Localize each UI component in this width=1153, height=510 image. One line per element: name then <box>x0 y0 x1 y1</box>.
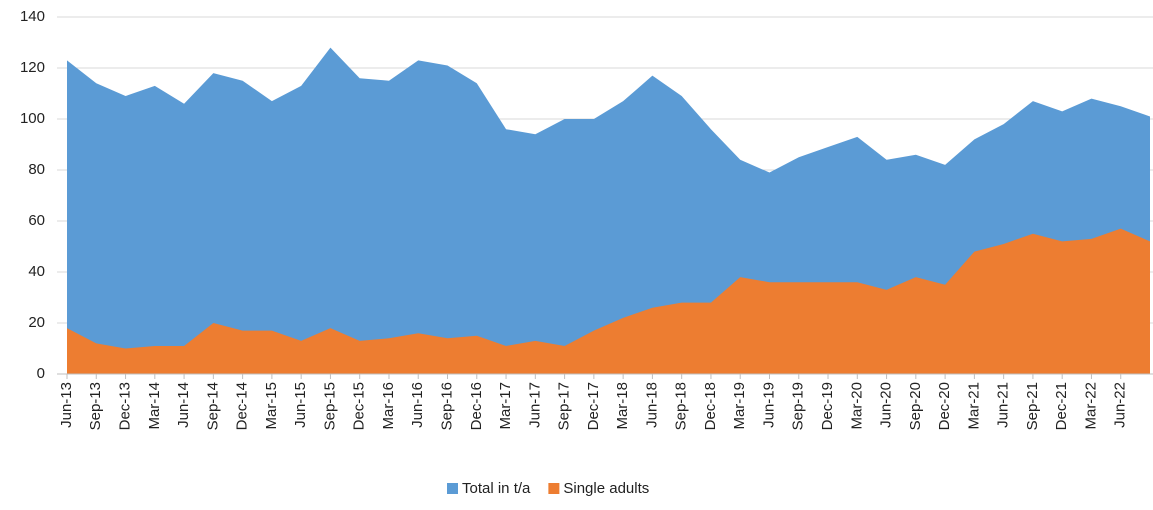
x-tick-label: Jun-21 <box>995 382 1012 428</box>
x-tick-label: Mar-21 <box>965 382 982 430</box>
x-tick-label: Jun-16 <box>409 382 426 428</box>
x-tick-label: Sep-20 <box>907 382 924 430</box>
x-tick-label: Mar-17 <box>497 382 514 430</box>
x-tick-label: Mar-16 <box>380 382 397 430</box>
x-tick-label: Dec-16 <box>468 382 485 430</box>
y-tick-label: 100 <box>20 110 45 127</box>
legend-swatch <box>447 483 458 494</box>
x-tick-label: Sep-19 <box>790 382 807 430</box>
x-tick-label: Mar-18 <box>614 382 631 430</box>
x-tick-label: Dec-13 <box>117 382 134 430</box>
x-tick-label: Mar-15 <box>263 382 280 430</box>
x-tick-label: Jun-22 <box>1112 382 1129 428</box>
y-tick-label: 60 <box>28 212 45 229</box>
y-tick-label: 120 <box>20 59 45 76</box>
x-tick-label: Sep-14 <box>204 382 221 430</box>
x-tick-label: Dec-21 <box>1053 382 1070 430</box>
x-tick-label: Sep-21 <box>1024 382 1041 430</box>
x-tick-label: Jun-15 <box>292 382 309 428</box>
x-tick-label: Dec-18 <box>702 382 719 430</box>
legend-label: Single adults <box>563 480 649 497</box>
x-tick-label: Dec-17 <box>585 382 602 430</box>
x-tick-label: Jun-17 <box>526 382 543 428</box>
x-tick-label: Sep-18 <box>673 382 690 430</box>
x-tick-label: Jun-20 <box>878 382 895 428</box>
y-tick-label: 140 <box>20 8 45 25</box>
x-tick-label: Sep-17 <box>556 382 573 430</box>
area <box>67 228 1150 374</box>
x-tick-label: Mar-20 <box>848 382 865 430</box>
x-tick-label: Sep-13 <box>87 382 104 430</box>
x-tick-label: Jun-19 <box>760 382 777 428</box>
x-tick-label: Mar-14 <box>146 382 163 430</box>
x-tick-label: Mar-22 <box>1082 382 1099 430</box>
x-tick-label: Dec-19 <box>819 382 836 430</box>
x-tick-label: Jun-14 <box>175 382 192 428</box>
x-tick-label: Jun-18 <box>643 382 660 428</box>
y-tick-label: 80 <box>28 161 45 178</box>
y-tick-label: 0 <box>37 365 45 382</box>
x-tick-label: Sep-15 <box>321 382 338 430</box>
legend-label: Total in t/a <box>462 480 531 497</box>
y-tick-label: 20 <box>28 314 45 331</box>
x-tick-label: Dec-20 <box>936 382 953 430</box>
x-tick-label: Mar-19 <box>731 382 748 430</box>
x-tick-label: Sep-16 <box>438 382 455 430</box>
x-tick-label: Dec-14 <box>234 382 251 430</box>
x-tick-label: Dec-15 <box>351 382 368 430</box>
x-tick-label: Jun-13 <box>58 382 75 428</box>
y-tick-label: 40 <box>28 263 45 280</box>
legend-swatch <box>548 483 560 494</box>
